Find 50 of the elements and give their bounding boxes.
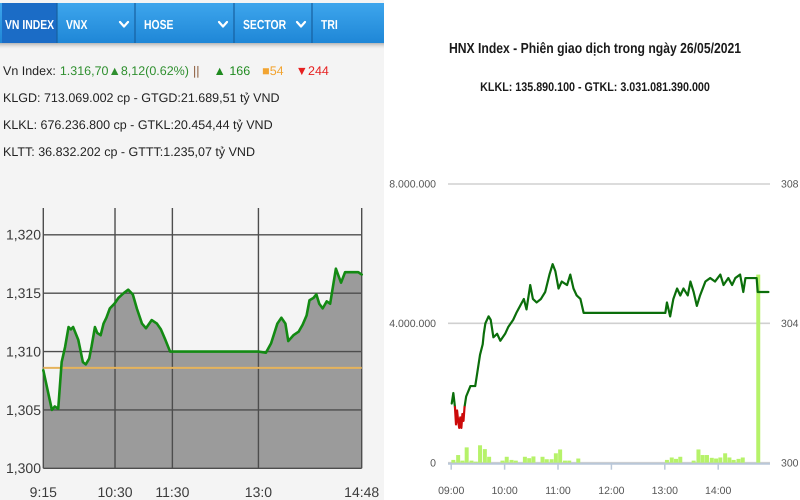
y2-tick-label: 300 [781, 457, 799, 470]
x-tick-label: 9:15 [30, 484, 58, 500]
text: KLTT: 36.832.202 cp - GTTT:1.235,07 tỷ VND [3, 145, 255, 159]
bar [554, 453, 558, 463]
x-tick-label: 12:00 [598, 485, 625, 497]
line-series [454, 406, 466, 429]
x-tick-label: 13:0 [244, 484, 272, 500]
y-tick-label: 1,315 [6, 285, 42, 302]
chart-title: HNX Index - Phiên giao dịch trong ngày 26/05/2021 [448, 40, 742, 56]
y-tick-label: 8.000.000 [389, 178, 436, 191]
x-tick-label: 14:00 [705, 485, 732, 497]
x-tick-label: 10:00 [491, 485, 518, 497]
text: 1.316,70▲8,12(0.62%) [60, 64, 189, 78]
bar [576, 458, 580, 463]
text: KLKL: 676.236.800 cp - GTKL:20.454,44 tỷ VND [3, 118, 273, 132]
bar [756, 274, 760, 463]
category-label: VNX [66, 18, 88, 32]
x-tick-label: 11:30 [155, 484, 190, 500]
y2-tick-label: 308 [781, 178, 799, 191]
y-tick-label: 4.000.000 [389, 318, 436, 330]
y-tick-label: 0 [430, 457, 436, 470]
bar [527, 458, 532, 463]
text: ▼244 [296, 64, 329, 78]
y-tick-label: 1,305 [6, 402, 42, 418]
category-label: SECTOR [243, 18, 287, 32]
x-tick-label: 10:30 [97, 484, 133, 500]
bar [531, 456, 536, 463]
y-tick-label: 1,300 [6, 460, 42, 476]
category-label: TRI [321, 18, 338, 32]
y2-tick-label: 304 [781, 318, 799, 330]
bar [540, 456, 545, 463]
bar [714, 458, 718, 463]
text: KLGD: 713.069.002 cp - GTGD:21.689,51 tỷ VND [3, 91, 280, 105]
text: ▲ 166 [213, 64, 250, 78]
text: || [192, 64, 200, 78]
x-tick-label: 09:00 [438, 485, 464, 497]
y-tick-label: 1,310 [6, 343, 42, 360]
y-tick-label: 1,320 [6, 226, 42, 243]
bar [740, 457, 745, 463]
text: ■54 [262, 64, 284, 78]
chart-subtitle: KLKL: 135.890.100 - GTKL: 3.031.081.390.000 [480, 80, 710, 94]
bar [678, 456, 682, 463]
x-tick-label: 14:48 [344, 484, 380, 500]
x-tick-label: 11:00 [545, 485, 571, 497]
category-label: VN INDEX [5, 18, 54, 32]
bar [727, 457, 732, 463]
category-label: HOSE [144, 18, 174, 32]
bar [522, 456, 527, 463]
x-tick-label: 13:00 [652, 485, 678, 497]
text: Vn Index: [3, 64, 56, 78]
